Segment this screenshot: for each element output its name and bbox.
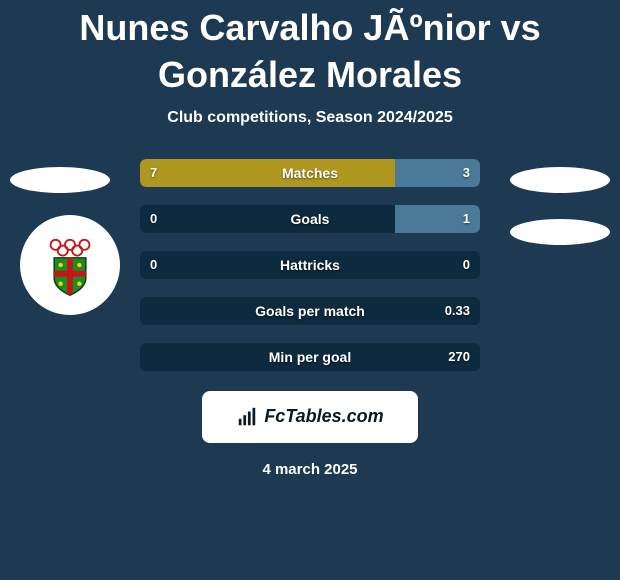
stat-value-right: 270 [448, 341, 470, 373]
stat-value-left: 7 [150, 157, 157, 189]
stat-label: Goals per match [140, 295, 480, 327]
bar-chart-icon [236, 406, 258, 428]
stat-value-right: 0.33 [445, 295, 470, 327]
stats-area: Matches73Goals01Hattricks00Goals per mat… [0, 157, 620, 373]
stat-value-right: 3 [463, 157, 470, 189]
comparison-date: 4 march 2025 [0, 461, 620, 478]
stat-row: Matches7 3 [140, 157, 480, 189]
stat-bars: Matches73Goals01Hattricks00Goals per mat… [140, 157, 480, 373]
stat-value-left: 0 [150, 203, 157, 235]
club-badge [20, 215, 120, 315]
stat-label: Hattricks [140, 249, 480, 281]
player-right-pill-2 [510, 219, 610, 245]
stat-row: Goals0 1 [140, 203, 480, 235]
subtitle: Club competitions, Season 2024/2025 [0, 109, 620, 127]
stat-value-right: 1 [463, 203, 470, 235]
stat-row: Goals per match0.33 [140, 295, 480, 327]
brand-name: FcTables.com [264, 406, 383, 427]
stat-label: Min per goal [140, 341, 480, 373]
page-title: Nunes Carvalho JÃºnior vs González Moral… [0, 5, 620, 109]
stat-label: Goals [140, 203, 480, 235]
brand-footer[interactable]: FcTables.com [202, 391, 418, 443]
stat-value-right: 0 [463, 249, 470, 281]
club-crest-icon [34, 229, 106, 301]
stat-value-left: 0 [150, 249, 157, 281]
comparison-card: Nunes Carvalho JÃºnior vs González Moral… [0, 0, 620, 478]
stat-row: Hattricks0 0 [140, 249, 480, 281]
player-left-pill [10, 167, 110, 193]
player-right-pill-1 [510, 167, 610, 193]
stat-label: Matches [140, 157, 480, 189]
stat-row: Min per goal270 [140, 341, 480, 373]
